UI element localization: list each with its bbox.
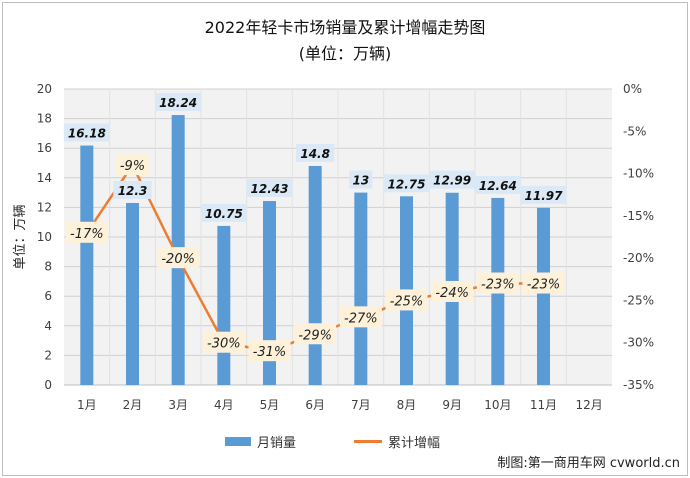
- y2-tick-label: -10%: [623, 167, 654, 181]
- bar-label-bg: [349, 170, 373, 189]
- y-tick-label: 16: [37, 141, 52, 155]
- line-label-bg: [202, 331, 245, 353]
- y-tick-label: 0: [44, 378, 52, 392]
- line-value-label: -17%: [70, 227, 104, 242]
- bar-label-bg: [383, 174, 430, 193]
- legend-bar-label: 月销量: [257, 436, 297, 451]
- bar-value-label: 12.99: [433, 174, 471, 188]
- bar-label-bg: [520, 185, 567, 204]
- bar-6月: [308, 165, 322, 385]
- x-tick-label: 6月: [305, 398, 325, 412]
- bar-1月: [80, 145, 94, 385]
- x-tick-label: 7月: [351, 398, 371, 412]
- bar-value-label: 13: [352, 174, 369, 188]
- x-tick-label: 5月: [260, 398, 280, 412]
- bar-label-bg: [246, 179, 293, 198]
- line-label-bg: [339, 306, 382, 328]
- line-value-label: -25%: [390, 294, 424, 309]
- line-value-label: -24%: [435, 286, 469, 301]
- bar-label-bg: [113, 180, 152, 199]
- bar-7月: [354, 192, 368, 385]
- bar-value-label: 12.64: [479, 179, 517, 193]
- y2-tick-label: -35%: [623, 378, 654, 392]
- y-tick-label: 4: [44, 319, 52, 333]
- line-value-label: -27%: [344, 311, 378, 326]
- bar-11月: [537, 207, 550, 385]
- x-tick-label: 8月: [397, 398, 417, 412]
- line-label-bg: [248, 340, 291, 362]
- y2-tick-label: -20%: [623, 251, 654, 265]
- y-tick-label: 8: [44, 260, 52, 274]
- line-label-bg: [385, 289, 428, 311]
- y-tick-label: 18: [37, 112, 52, 126]
- x-tick-label: 12月: [576, 398, 603, 412]
- y2-tick-label: 0%: [623, 82, 642, 96]
- x-tick-label: 9月: [442, 398, 462, 412]
- y-tick-label: 6: [44, 289, 52, 303]
- x-tick-label: 10月: [484, 398, 511, 412]
- bar-label-bg: [474, 175, 521, 194]
- bar-value-label: 10.75: [205, 207, 243, 221]
- y-tick-label: 14: [37, 171, 52, 185]
- line-label-bg: [522, 272, 565, 294]
- y-tick-label: 10: [37, 230, 52, 244]
- legend-bar-swatch: [225, 437, 251, 446]
- line-value-label: -30%: [207, 337, 241, 352]
- x-tick-label: 4月: [214, 398, 234, 412]
- source-note: 制图:第一商用车网 cvworld.cn: [497, 456, 680, 471]
- legend-line-label: 累计增幅: [388, 436, 441, 451]
- legend-item-line: 累计增幅: [354, 432, 440, 451]
- x-tick-label: 2月: [123, 398, 143, 412]
- line-value-label: -29%: [298, 328, 332, 343]
- line-label-bg: [294, 323, 337, 345]
- bar-label-bg: [200, 203, 247, 222]
- bar-label-bg: [295, 143, 335, 162]
- chart-subtitle: (单位：万辆): [298, 44, 392, 63]
- bar-2月: [126, 202, 139, 385]
- y2-tick-label: -25%: [623, 293, 654, 307]
- y2-tick-label: -30%: [623, 336, 654, 350]
- bar-4月: [217, 225, 231, 385]
- bar-5月: [263, 201, 276, 385]
- line-label-bg: [476, 272, 519, 294]
- y2-tick-label: -5%: [623, 124, 646, 138]
- y-tick-label: 20: [37, 82, 52, 96]
- legend-item-bar: 月销量: [225, 432, 296, 451]
- legend-line-swatch: [354, 440, 382, 443]
- bar-value-label: 14.8: [300, 147, 330, 161]
- bar-value-label: 11.97: [525, 189, 564, 203]
- line-value-label: -23%: [527, 278, 561, 293]
- bar-value-label: 12.43: [251, 182, 289, 196]
- x-tick-label: 3月: [168, 398, 188, 412]
- y-axis-title: 单位：万辆: [13, 204, 28, 269]
- x-tick-label: 1月: [77, 398, 97, 412]
- line-value-label: -9%: [120, 159, 145, 174]
- bar-label-bg: [155, 93, 202, 112]
- chart-title: 2022年轻卡市场销量及累计增幅走势图: [204, 18, 486, 37]
- bar-value-label: 16.18: [68, 127, 106, 141]
- line-label-bg: [431, 280, 474, 302]
- bar-label-bg: [63, 123, 110, 142]
- bar-value-label: 18.24: [159, 96, 197, 110]
- line-value-label: -20%: [161, 252, 195, 267]
- bar-label-bg: [429, 170, 476, 189]
- bar-value-label: 12.3: [118, 184, 148, 198]
- x-tick-label: 11月: [530, 398, 557, 412]
- line-value-label: -31%: [253, 345, 287, 360]
- line-label-bg: [115, 154, 150, 176]
- y-tick-label: 2: [44, 348, 52, 362]
- y2-tick-label: -15%: [623, 209, 654, 223]
- bar-value-label: 12.75: [388, 177, 426, 191]
- y-tick-label: 12: [37, 200, 52, 214]
- line-value-label: -23%: [481, 278, 515, 293]
- line-label-bg: [157, 247, 200, 269]
- line-label-bg: [65, 221, 108, 243]
